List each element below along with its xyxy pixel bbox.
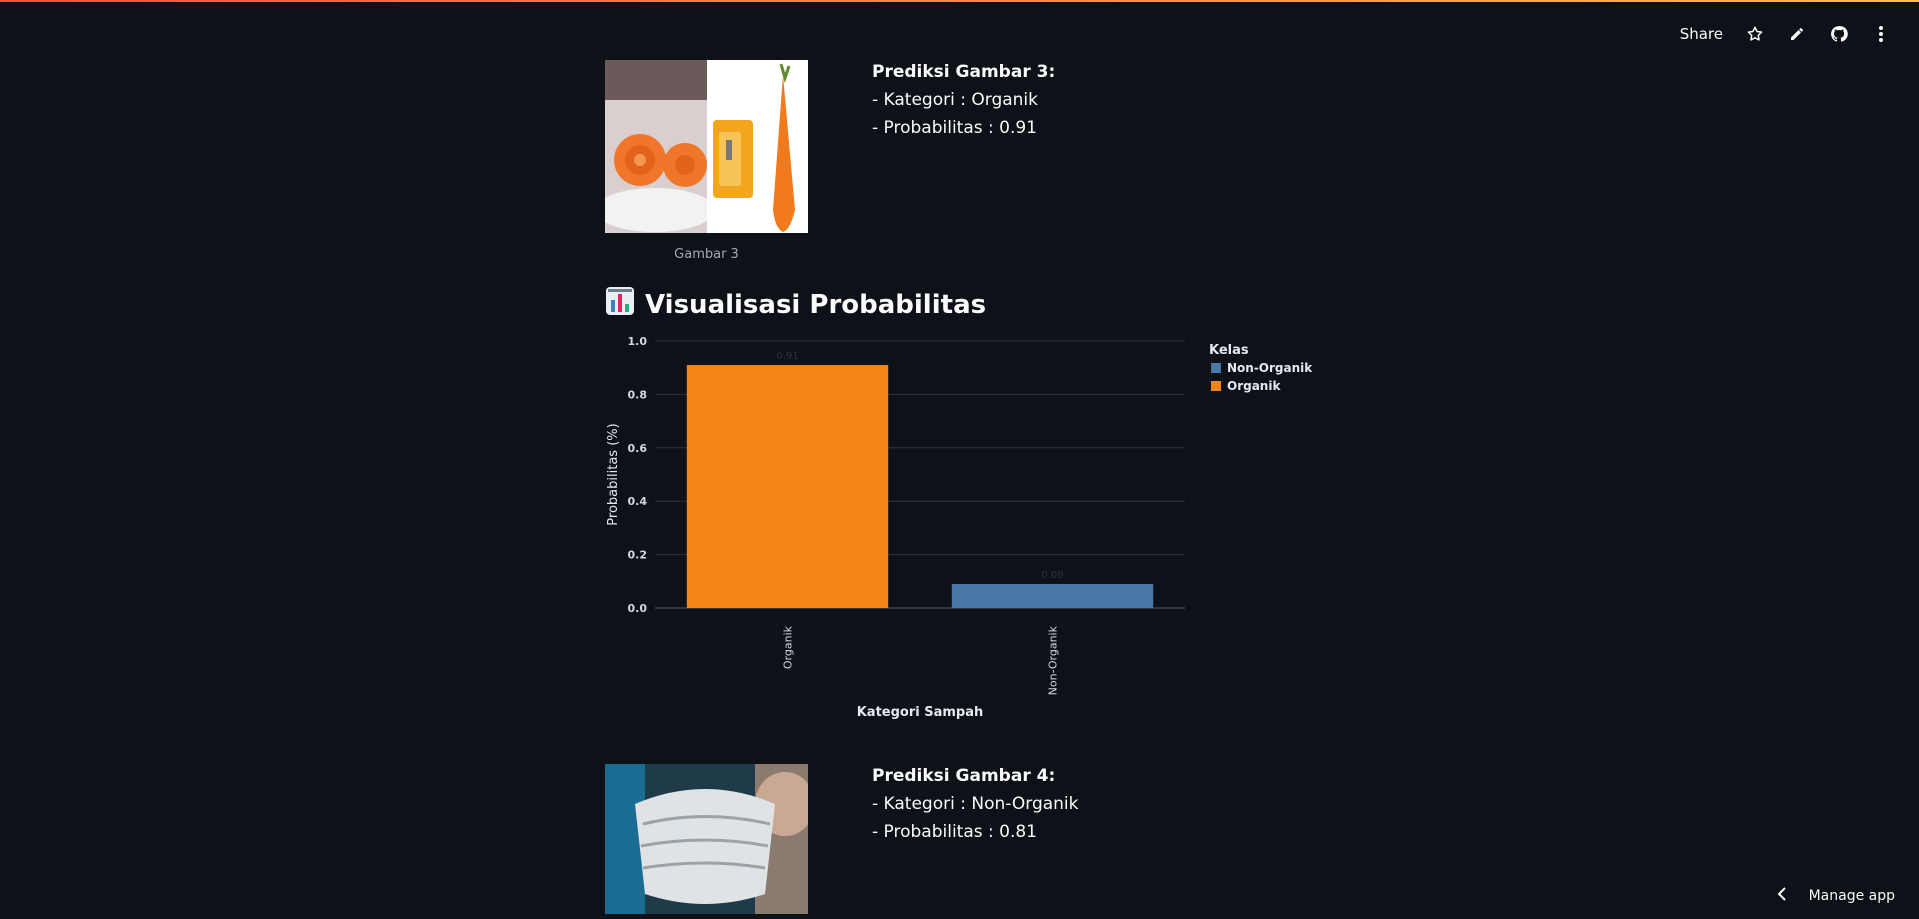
y-axis-title: Probabilitas (%) [606, 423, 621, 525]
probability-chart-svg: 0.0 0.2 0.4 0.6 0.8 1.0 0.91 Organik 0.09 Non-Org… [606, 335, 1313, 720]
bar-value-label: 0.91 [776, 351, 798, 362]
section-heading: Visualisasi Probabilitas [605, 286, 986, 323]
prediction-block: Prediksi Gambar 4: - Kategori : Non-Orga… [872, 762, 1079, 846]
prediction-title: Prediksi Gambar 4: [872, 766, 1056, 786]
result-item: Gambar 3 [605, 60, 808, 262]
bar-chart-icon [605, 286, 635, 323]
legend-label: Organik [1227, 379, 1281, 393]
top-decoration-bar [0, 0, 1919, 2]
y-tick-label: 1.0 [628, 335, 648, 348]
bar-value-label: 0.09 [1041, 570, 1063, 581]
x-axis-title: Kategori Sampah [857, 705, 984, 720]
image-caption: Gambar 3 [674, 247, 739, 262]
prediction-category: - Kategori : Non-Organik [872, 794, 1079, 814]
legend-swatch [1211, 363, 1221, 373]
y-tick-label: 0.2 [628, 549, 648, 562]
probability-chart: 0.0 0.2 0.4 0.6 0.8 1.0 0.91 Organik 0.09 Non-Org… [600, 330, 1320, 734]
bar-organik [686, 365, 889, 608]
share-button[interactable]: Share [1679, 25, 1723, 43]
result-item [605, 764, 808, 914]
x-tick-label: Non-Organik [1047, 625, 1060, 695]
y-tick-label: 0.0 [628, 602, 648, 615]
uploaded-image-3 [605, 60, 808, 233]
more-vertical-icon[interactable] [1871, 24, 1891, 44]
prediction-category: - Kategori : Organik [872, 90, 1038, 110]
chevron-left-icon [1777, 887, 1787, 905]
section-title: Visualisasi Probabilitas [645, 289, 987, 320]
bar-non-organik [951, 583, 1154, 608]
y-tick-label: 0.6 [628, 442, 648, 455]
prediction-probability: - Probabilitas : 0.91 [872, 118, 1038, 138]
prediction-probability: - Probabilitas : 0.81 [872, 822, 1038, 842]
app-toolbar: Share [1680, 24, 1891, 44]
prediction-title: Prediksi Gambar 3: [872, 62, 1056, 82]
y-tick-label: 0.8 [628, 388, 648, 401]
star-icon[interactable] [1745, 24, 1765, 44]
github-icon[interactable] [1829, 24, 1849, 44]
pencil-icon[interactable] [1787, 24, 1807, 44]
manage-app-label: Manage app [1808, 888, 1895, 904]
y-tick-label: 0.4 [628, 495, 648, 508]
x-tick-label: Organik [782, 625, 795, 669]
uploaded-image-4 [605, 764, 808, 914]
legend-swatch [1211, 381, 1221, 391]
legend-title: Kelas [1209, 343, 1249, 358]
prediction-block: Prediksi Gambar 3: - Kategori : Organik … [872, 58, 1055, 142]
manage-app-button[interactable]: Manage app [1777, 887, 1895, 905]
legend-label: Non-Organik [1227, 361, 1313, 375]
